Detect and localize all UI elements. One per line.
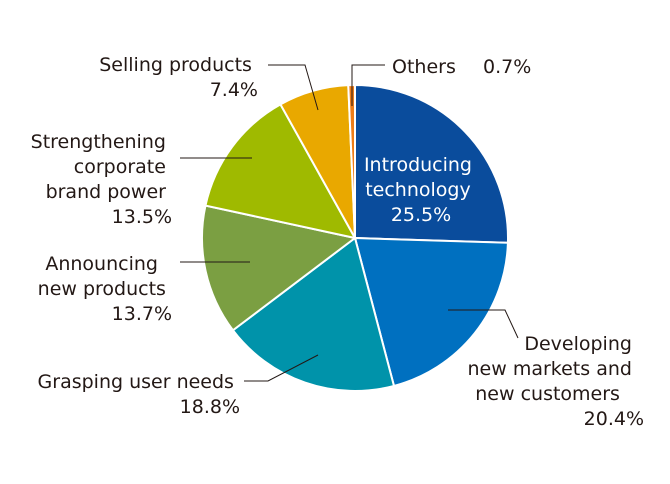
slice-label-grasping: Grasping user needs 18.8% — [38, 371, 240, 418]
leader-line-grasping — [244, 354, 319, 382]
pie-slice-grasping-user-needs — [231, 236, 396, 392]
slice-label-announcing: Announcing new products 13.7% — [38, 253, 172, 325]
pie-slice-developing — [353, 236, 509, 388]
leader-line-developing — [448, 309, 519, 339]
leader-line-others — [351, 64, 385, 106]
pie-slice-introducing — [354, 83, 509, 244]
slice-label-selling: Selling products 7.4% — [99, 54, 258, 101]
leader-line-selling — [268, 64, 319, 111]
slice-label-developing: Developing new markets and new customers… — [468, 333, 644, 430]
slice-label-introducing: Introducing technology 25.5% — [364, 154, 478, 226]
slice-label-strengthening: Strengthening corporate brand power 13.5… — [31, 131, 172, 228]
pie-slice-strengthening — [204, 103, 357, 240]
slice-label-others: Others 0.7% — [392, 56, 531, 78]
pie-slice-announcing — [201, 204, 358, 332]
